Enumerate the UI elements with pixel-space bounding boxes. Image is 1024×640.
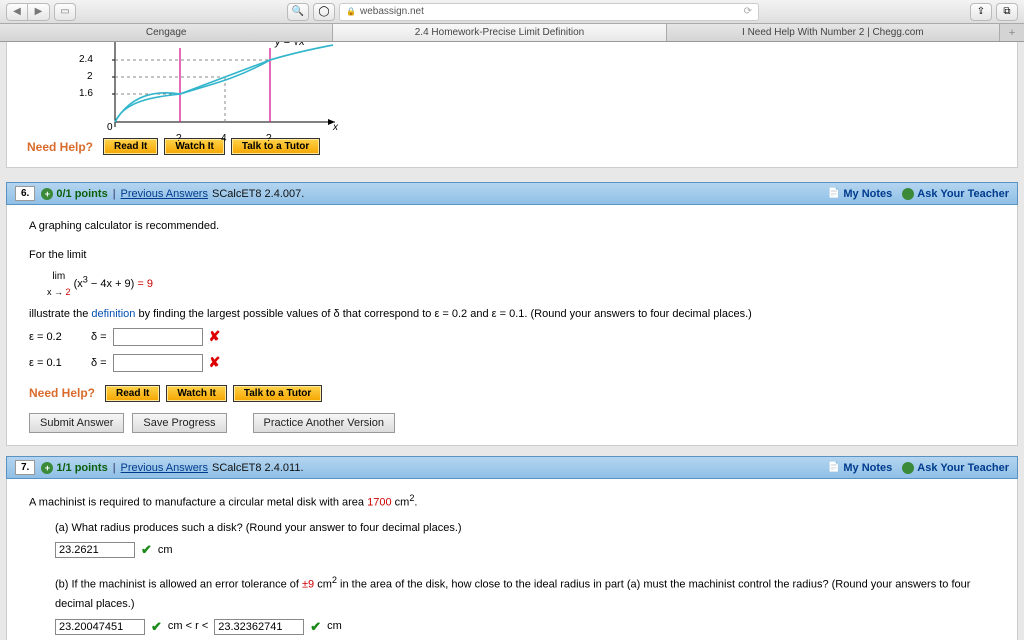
q6-talk-tutor[interactable]: Talk to a Tutor (233, 385, 322, 402)
wrong-icon: ✘ (209, 351, 221, 375)
q6-instruction: illustrate the definition by finding the… (29, 305, 995, 324)
back-button[interactable]: ◀ (6, 3, 28, 21)
y-tick-2.4: 2.4 (79, 54, 93, 65)
q7-intro: A machinist is required to manufacture a… (29, 491, 995, 512)
q6-previous-answers[interactable]: Previous Answers (121, 188, 208, 200)
q7-b-input-1[interactable] (55, 619, 145, 635)
need-help-label: Need Help? (27, 140, 93, 154)
tab-bar: Cengage 2.4 Homework-Precise Limit Defin… (0, 24, 1024, 42)
page-content: 2.4 2 1.6 0 ? 4 ? x y = √x Need Help? Re… (0, 42, 1024, 640)
q7-previous-answers[interactable]: Previous Answers (121, 462, 208, 474)
q6-row-eps-0.2: ε = 0.2 δ = ✘ (29, 325, 995, 349)
q7-header: 7. + 1/1 points | Previous Answers SCalc… (6, 456, 1018, 479)
site-button[interactable]: ◯ (313, 3, 335, 21)
q7-number: 7. (15, 460, 35, 475)
points-icon: + (41, 188, 53, 200)
forward-button[interactable]: ▶ (28, 3, 50, 21)
q6-body: A graphing calculator is recommended. Fo… (6, 205, 1018, 446)
q7-my-notes[interactable]: My Notes (828, 462, 892, 474)
x-tick-q1: ? (176, 133, 182, 144)
q7-ask-teacher[interactable]: Ask Your Teacher (902, 462, 1009, 474)
q7-points: 1/1 points (56, 462, 107, 474)
y-tick-1.6: 1.6 (79, 88, 93, 99)
y-tick-2: 2 (87, 71, 93, 82)
x-tick-4: 4 (221, 133, 227, 144)
q6-delta-input-2[interactable] (113, 354, 203, 372)
q6-points: 0/1 points (56, 188, 107, 200)
q6-limit-expression: lim x → 2 (x3 − 4x + 9) = 9 (47, 268, 995, 300)
q7-ref: SCalcET8 2.4.011. (212, 462, 304, 474)
q6-read-it[interactable]: Read It (105, 385, 160, 402)
q6-header: 6. + 0/1 points | Previous Answers SCalc… (6, 182, 1018, 205)
save-progress-button[interactable]: Save Progress (132, 413, 226, 433)
new-tab-button[interactable]: + (1000, 24, 1024, 41)
browser-toolbar: ◀ ▶ ▭ 🔍 ◯ 🔒 webassign.net ⟳ ⇪ ⧉ (0, 0, 1024, 24)
wrong-icon: ✘ (209, 325, 221, 349)
x-tick-q2: ? (266, 133, 272, 144)
check-icon: ✔ (141, 539, 152, 561)
q7-b-input-2[interactable] (214, 619, 304, 635)
my-notes-link[interactable]: My Notes (828, 188, 892, 200)
x-axis-label: x (333, 122, 338, 133)
points-icon: + (41, 462, 53, 474)
sidebar-button[interactable]: ▭ (54, 3, 76, 21)
url-bar[interactable]: 🔒 webassign.net ⟳ (339, 3, 759, 21)
q6-ref: SCalcET8 2.4.007. (212, 188, 304, 200)
tab-chegg[interactable]: I Need Help With Number 2 | Chegg.com (667, 24, 1000, 41)
tab-cengage[interactable]: Cengage (0, 24, 333, 41)
q6-delta-input-1[interactable] (113, 328, 203, 346)
q6-for-limit: For the limit (29, 246, 995, 265)
q7-part-a: (a) What radius produces such a disk? (R… (29, 519, 995, 562)
search-button[interactable]: 🔍 (287, 3, 309, 21)
tab-homework[interactable]: 2.4 Homework-Precise Limit Definition (333, 24, 666, 41)
origin-label: 0 (107, 122, 113, 133)
definition-link[interactable]: definition (91, 308, 135, 320)
tabs-button[interactable]: ⧉ (996, 3, 1018, 21)
q6-watch-it[interactable]: Watch It (166, 385, 227, 402)
practice-another-button[interactable]: Practice Another Version (253, 413, 395, 433)
curve-label: y = √x (275, 42, 305, 48)
nav-back-forward: ◀ ▶ (6, 3, 50, 21)
q7-body: A machinist is required to manufacture a… (6, 479, 1018, 640)
q6-recommended: A graphing calculator is recommended. (29, 217, 995, 236)
q6-number: 6. (15, 186, 35, 201)
q6-row-eps-0.1: ε = 0.1 δ = ✘ (29, 351, 995, 375)
q7-a-input[interactable] (55, 542, 135, 558)
q7-part-b: (b) If the machinist is allowed an error… (29, 573, 995, 637)
q6-button-row: Submit Answer Save Progress Practice Ano… (29, 413, 995, 433)
share-button[interactable]: ⇪ (970, 3, 992, 21)
reload-icon[interactable]: ⟳ (744, 6, 752, 17)
check-icon: ✔ (151, 616, 162, 638)
divider: | (113, 188, 116, 200)
submit-answer-button[interactable]: Submit Answer (29, 413, 124, 433)
sqrt-graph: 2.4 2 1.6 0 ? 4 ? x y = √x (85, 42, 345, 130)
lock-icon: 🔒 (346, 7, 356, 16)
ask-teacher-link[interactable]: Ask Your Teacher (902, 188, 1009, 200)
prev-question-section: 2.4 2 1.6 0 ? 4 ? x y = √x Need Help? Re… (6, 42, 1018, 168)
q6-need-help: Need Help? Read It Watch It Talk to a Tu… (29, 383, 995, 403)
check-icon: ✔ (310, 616, 321, 638)
url-text: webassign.net (360, 6, 424, 17)
